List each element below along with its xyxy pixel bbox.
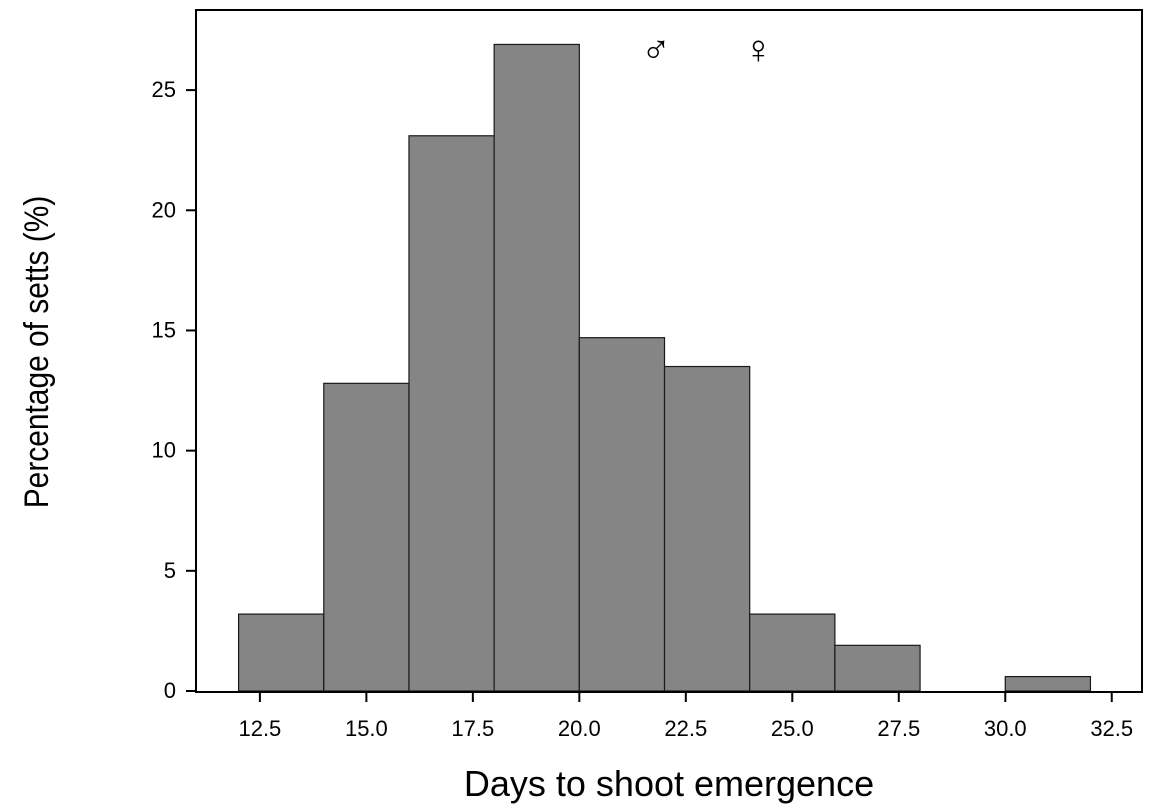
y-axis-title: Percentage of setts (%)	[17, 196, 55, 509]
x-axis-title: Days to shoot emergence	[464, 763, 874, 804]
histogram-bar-3	[493, 43, 580, 692]
y-tick-label-3: 15	[152, 317, 176, 342]
x-tick-label-0: 12.5	[238, 716, 281, 741]
histogram-bar-0	[237, 613, 325, 692]
histogram-bar-5	[663, 365, 751, 692]
histogram-bar-9	[1004, 675, 1092, 692]
x-tick-label-6: 27.5	[877, 716, 920, 741]
ticks-layer: 12.5 15.0 17.5 20.0 22.5 25.0 27.5 30.0 32.5 0 5 10…	[152, 77, 1134, 741]
histogram-bar-6	[749, 613, 836, 692]
x-tick-label-2: 17.5	[451, 716, 494, 741]
y-tick-label-4: 20	[152, 197, 176, 222]
annotations-layer: ♂ ♀	[641, 28, 773, 72]
histogram-bar-2	[408, 135, 495, 692]
y-tick-label-5: 25	[152, 77, 176, 102]
histogram-bar-4	[578, 337, 666, 692]
y-tick-label-1: 5	[164, 558, 176, 583]
bars-layer	[237, 43, 1092, 692]
male-symbol-0: ♂	[641, 28, 671, 72]
x-tick-label-3: 20.0	[558, 716, 601, 741]
female-symbol-1: ♀	[743, 28, 773, 72]
histogram-bar-7	[834, 644, 921, 692]
x-tick-label-1: 15.0	[345, 716, 388, 741]
y-tick-label-0: 0	[164, 678, 176, 703]
x-tick-label-8: 32.5	[1090, 716, 1133, 741]
y-tick-label-2: 10	[152, 438, 176, 463]
histogram-bar-1	[323, 382, 410, 692]
x-tick-label-7: 30.0	[984, 716, 1027, 741]
x-tick-label-5: 25.0	[771, 716, 814, 741]
x-tick-label-4: 22.5	[664, 716, 707, 741]
